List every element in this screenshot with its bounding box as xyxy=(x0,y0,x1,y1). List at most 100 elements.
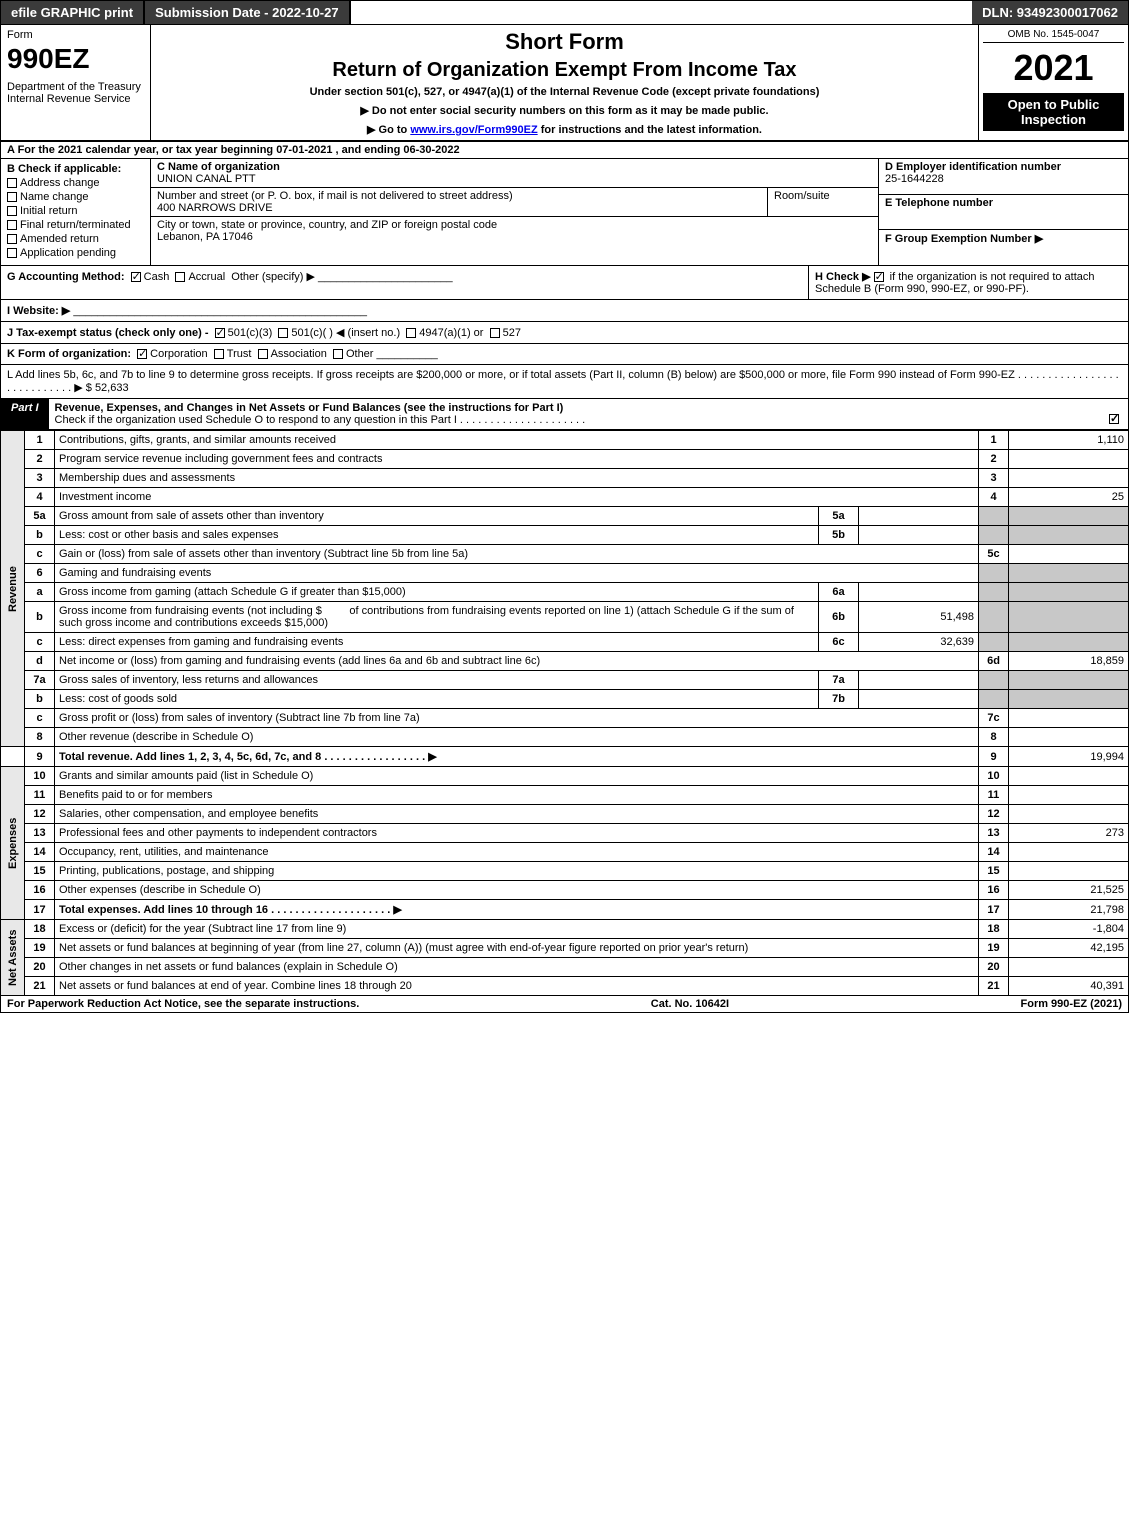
table-row: c Less: direct expenses from gaming and … xyxy=(1,633,1129,652)
line-8-desc: Other revenue (describe in Schedule O) xyxy=(55,728,979,747)
addr-value: 400 NARROWS DRIVE xyxy=(157,202,273,214)
goto-post: for instructions and the latest informat… xyxy=(541,124,762,136)
g-label: G Accounting Method: xyxy=(7,271,125,283)
table-row: 8 Other revenue (describe in Schedule O)… xyxy=(1,728,1129,747)
table-row: 6 Gaming and fundraising events xyxy=(1,564,1129,583)
table-row: 12 Salaries, other compensation, and emp… xyxy=(1,805,1129,824)
line-21-value: 40,391 xyxy=(1009,977,1129,996)
table-row: b Less: cost or other basis and sales ex… xyxy=(1,526,1129,545)
goto-line: ▶ Go to www.irs.gov/Form990EZ for instru… xyxy=(159,123,970,136)
revenue-sidelabel: Revenue xyxy=(1,431,25,747)
line-17-value: 21,798 xyxy=(1009,900,1129,920)
line-6b-desc: Gross income from fundraising events (no… xyxy=(55,602,819,633)
line-5b-subval xyxy=(859,526,979,545)
g-other-label: Other (specify) ▶ xyxy=(231,271,315,283)
line-6c-subval: 32,639 xyxy=(859,633,979,652)
check-cash[interactable] xyxy=(131,272,141,282)
table-row: 9 Total revenue. Add lines 1, 2, 3, 4, 5… xyxy=(1,747,1129,767)
table-row: 20 Other changes in net assets or fund b… xyxy=(1,958,1129,977)
line-6-desc: Gaming and fundraising events xyxy=(55,564,979,583)
submission-date-button[interactable]: Submission Date - 2022-10-27 xyxy=(145,1,351,24)
check-amended-return[interactable]: Amended return xyxy=(7,233,144,245)
line-7a-desc: Gross sales of inventory, less returns a… xyxy=(55,671,819,690)
line-16-value: 21,525 xyxy=(1009,881,1129,900)
section-d-ein: D Employer identification number 25-1644… xyxy=(879,159,1128,195)
street-address-col: Number and street (or P. O. box, if mail… xyxy=(151,188,768,216)
e-label: E Telephone number xyxy=(885,197,993,209)
check-4947a1[interactable] xyxy=(406,328,416,338)
check-corporation[interactable] xyxy=(137,349,147,359)
check-schedule-b[interactable] xyxy=(874,272,884,282)
table-row: Net Assets 18 Excess or (deficit) for th… xyxy=(1,920,1129,939)
section-b-label: B Check if applicable: xyxy=(7,163,144,175)
check-501c[interactable] xyxy=(278,328,288,338)
footer-center: Cat. No. 10642I xyxy=(651,998,729,1010)
line-6c-desc: Less: direct expenses from gaming and fu… xyxy=(55,633,819,652)
org-name-row: C Name of organization UNION CANAL PTT xyxy=(151,159,878,188)
header-center: Short Form Return of Organization Exempt… xyxy=(151,25,978,140)
line-3-value xyxy=(1009,469,1129,488)
section-k-form-of-org: K Form of organization: Corporation Trus… xyxy=(0,344,1129,365)
dln-label: DLN: 93492300017062 xyxy=(972,1,1128,24)
line-10-desc: Grants and similar amounts paid (list in… xyxy=(55,767,979,786)
dept-label: Department of the Treasury Internal Reve… xyxy=(7,81,144,105)
check-schedule-o-part1[interactable] xyxy=(1109,414,1119,424)
line-5c-desc: Gain or (loss) from sale of assets other… xyxy=(55,545,979,564)
line-18-desc: Excess or (deficit) for the year (Subtra… xyxy=(55,920,979,939)
table-row: 15 Printing, publications, postage, and … xyxy=(1,862,1129,881)
line-11-value xyxy=(1009,786,1129,805)
line-1-value: 1,110 xyxy=(1009,431,1129,450)
line-7b-desc: Less: cost of goods sold xyxy=(55,690,819,709)
irs-link[interactable]: www.irs.gov/Form990EZ xyxy=(410,124,537,136)
section-j-tax-exempt: J Tax-exempt status (check only one) - 5… xyxy=(0,322,1129,344)
room-label: Room/suite xyxy=(774,190,830,202)
footer-left: For Paperwork Reduction Act Notice, see … xyxy=(7,998,359,1010)
entity-right: D Employer identification number 25-1644… xyxy=(878,159,1128,265)
line-5a-subval xyxy=(859,507,979,526)
check-trust[interactable] xyxy=(214,349,224,359)
table-row: b Gross income from fundraising events (… xyxy=(1,602,1129,633)
line-7b-subval xyxy=(859,690,979,709)
line-11-desc: Benefits paid to or for members xyxy=(55,786,979,805)
efile-print-button[interactable]: efile GRAPHIC print xyxy=(1,1,145,24)
table-row: 17 Total expenses. Add lines 10 through … xyxy=(1,900,1129,920)
check-501c3[interactable] xyxy=(215,328,225,338)
section-a-tax-year: A For the 2021 calendar year, or tax yea… xyxy=(0,142,1129,159)
line-15-value xyxy=(1009,862,1129,881)
table-row: 16 Other expenses (describe in Schedule … xyxy=(1,881,1129,900)
table-row: 3 Membership dues and assessments 3 xyxy=(1,469,1129,488)
header-right: OMB No. 1545-0047 2021 Open to Public In… xyxy=(978,25,1128,140)
check-association[interactable] xyxy=(258,349,268,359)
line-19-desc: Net assets or fund balances at beginning… xyxy=(55,939,979,958)
addr-label: Number and street (or P. O. box, if mail… xyxy=(157,190,513,202)
line-6d-value: 18,859 xyxy=(1009,652,1129,671)
part-1-badge: Part I xyxy=(1,399,49,429)
line-1-desc: Contributions, gifts, grants, and simila… xyxy=(55,431,979,450)
line-2-desc: Program service revenue including govern… xyxy=(55,450,979,469)
check-accrual[interactable] xyxy=(175,272,185,282)
table-row: Revenue 1 Contributions, gifts, grants, … xyxy=(1,431,1129,450)
table-row: c Gross profit or (loss) from sales of i… xyxy=(1,709,1129,728)
check-final-return[interactable]: Final return/terminated xyxy=(7,219,144,231)
check-application-pending[interactable]: Application pending xyxy=(7,247,144,259)
line-14-value xyxy=(1009,843,1129,862)
line-20-value xyxy=(1009,958,1129,977)
line-20-desc: Other changes in net assets or fund bala… xyxy=(55,958,979,977)
line-5b-desc: Less: cost or other basis and sales expe… xyxy=(55,526,819,545)
check-other-org[interactable] xyxy=(333,349,343,359)
check-address-change[interactable]: Address change xyxy=(7,177,144,189)
expenses-sidelabel: Expenses xyxy=(1,767,25,920)
line-4-value: 25 xyxy=(1009,488,1129,507)
check-initial-return[interactable]: Initial return xyxy=(7,205,144,217)
under-section-text: Under section 501(c), 527, or 4947(a)(1)… xyxy=(159,86,970,98)
d-value: 25-1644228 xyxy=(885,173,944,185)
check-527[interactable] xyxy=(490,328,500,338)
gh-block: G Accounting Method: Cash Accrual Other … xyxy=(0,266,1129,300)
footer-right: Form 990-EZ (2021) xyxy=(1021,998,1122,1010)
line-5a-desc: Gross amount from sale of assets other t… xyxy=(55,507,819,526)
part-1-header: Part I Revenue, Expenses, and Changes in… xyxy=(0,399,1129,430)
form-word: Form xyxy=(7,29,144,41)
check-name-change[interactable]: Name change xyxy=(7,191,144,203)
top-bar: efile GRAPHIC print Submission Date - 20… xyxy=(0,0,1129,25)
entity-block: B Check if applicable: Address change Na… xyxy=(0,159,1129,266)
